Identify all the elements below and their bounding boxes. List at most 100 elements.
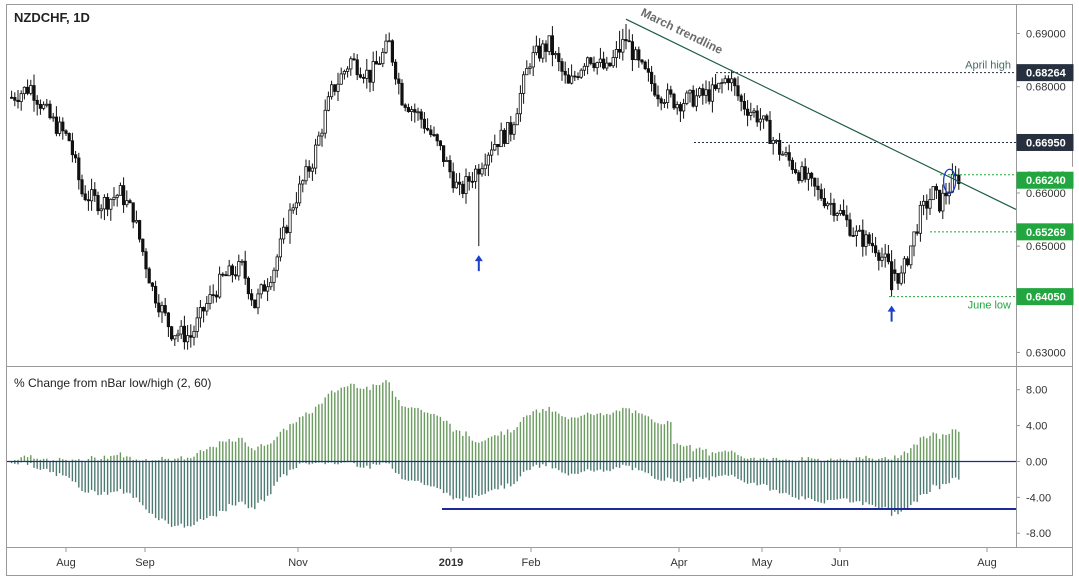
candle xyxy=(570,64,574,85)
candle-body xyxy=(784,152,788,155)
candle-body xyxy=(307,166,311,172)
candle-body xyxy=(317,135,321,146)
candle xyxy=(390,39,395,66)
candle-body xyxy=(624,39,628,42)
level-badge-bg xyxy=(1016,133,1074,151)
candle xyxy=(422,112,427,134)
candle xyxy=(618,30,622,59)
level-badge: 0.64050 June low xyxy=(968,288,1074,312)
candle-body xyxy=(704,89,708,96)
candle-body xyxy=(528,66,532,69)
level-annotation: June low xyxy=(968,300,1011,312)
candle xyxy=(640,58,644,65)
candle-body xyxy=(496,144,500,148)
candle-body xyxy=(106,197,110,210)
candle xyxy=(473,165,478,189)
candle xyxy=(794,162,798,175)
candle xyxy=(42,101,46,111)
candle-body xyxy=(525,68,529,76)
candle xyxy=(377,56,382,66)
level-badge: 0.68264 April high xyxy=(965,60,1074,82)
candle xyxy=(874,236,878,257)
candle-body xyxy=(134,220,138,223)
candle xyxy=(877,249,881,271)
candle xyxy=(467,172,471,191)
candle-body xyxy=(144,251,148,270)
candle xyxy=(582,63,587,76)
candle xyxy=(451,162,455,193)
candle-body xyxy=(368,69,372,83)
candle-body xyxy=(653,83,657,96)
candle xyxy=(96,191,100,215)
candle-body xyxy=(515,113,519,126)
candle-body xyxy=(377,63,382,66)
candle xyxy=(112,187,116,207)
candle xyxy=(90,178,94,211)
candle xyxy=(441,145,446,167)
candle-body xyxy=(445,160,449,162)
candle-body xyxy=(893,269,897,274)
candle-body xyxy=(928,199,932,209)
candle-body xyxy=(54,116,59,134)
osc-tick-label: -4.00 xyxy=(1026,492,1051,504)
candle xyxy=(182,315,186,350)
time-tick-label: Aug xyxy=(977,557,997,569)
candle xyxy=(419,108,423,129)
candle-body xyxy=(406,107,411,112)
candle xyxy=(851,227,855,237)
candle-body xyxy=(416,111,420,114)
candle xyxy=(297,175,302,207)
candle-body xyxy=(518,93,523,115)
candle-body xyxy=(304,166,308,182)
candle xyxy=(291,203,295,214)
candle xyxy=(666,83,670,109)
candle xyxy=(832,198,836,222)
candle xyxy=(323,99,327,139)
candle xyxy=(928,188,932,216)
candle xyxy=(102,194,106,221)
candle xyxy=(70,132,74,163)
candle-body xyxy=(838,210,843,214)
candle-body xyxy=(403,104,407,108)
candle-body xyxy=(489,149,494,156)
candle-body xyxy=(816,185,820,191)
candle xyxy=(489,141,494,163)
candle xyxy=(310,163,315,181)
candle-body xyxy=(934,186,939,191)
candle xyxy=(611,49,615,68)
candle-body xyxy=(698,88,702,97)
candle-body xyxy=(291,207,295,211)
candle-body xyxy=(29,85,33,94)
candle-body xyxy=(70,140,74,156)
candle xyxy=(118,182,122,196)
candle xyxy=(742,93,747,116)
candle-body xyxy=(96,195,100,212)
candle xyxy=(493,134,497,152)
candle-body xyxy=(557,53,561,63)
candle-body xyxy=(493,144,497,151)
candle-body xyxy=(195,317,199,332)
candle xyxy=(957,168,961,190)
candle-body xyxy=(851,235,855,237)
candle xyxy=(317,131,321,147)
candle xyxy=(176,329,180,343)
time-tick-label: Jun xyxy=(831,557,849,569)
oscillator-title: % Change from nBar low/high (2, 60) xyxy=(14,376,211,390)
candle xyxy=(160,301,164,323)
candle xyxy=(643,60,647,71)
candle-body xyxy=(877,252,881,261)
candle xyxy=(224,271,228,277)
candle-body xyxy=(691,89,695,107)
candle xyxy=(931,186,935,201)
candle-body xyxy=(192,331,196,338)
candle-body xyxy=(621,39,625,53)
candle-body xyxy=(74,154,78,159)
candle-body xyxy=(355,59,359,76)
candle xyxy=(909,245,913,269)
candle-body xyxy=(461,183,465,194)
candle xyxy=(409,105,414,122)
candle-body xyxy=(614,49,619,58)
candle xyxy=(918,201,923,242)
candle xyxy=(470,171,475,189)
